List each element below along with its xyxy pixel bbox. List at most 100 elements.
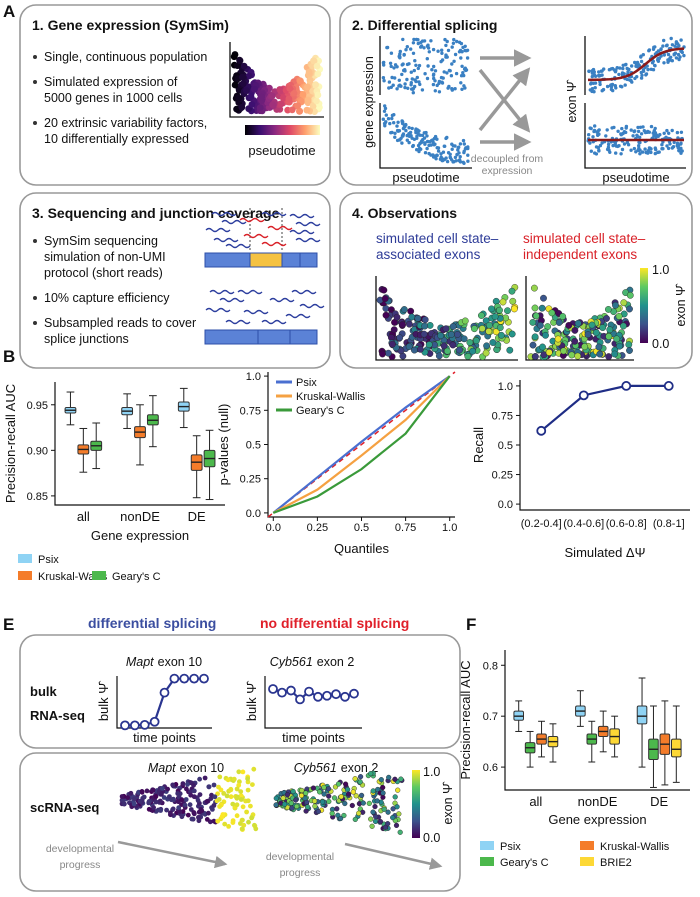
decorative-dot — [382, 109, 387, 114]
decorative-dot — [249, 815, 255, 821]
decorative-dot — [504, 307, 511, 315]
decorative-dot — [461, 138, 466, 143]
decorative-dot — [606, 142, 611, 147]
decorative-dot — [670, 146, 674, 150]
decorative-dot — [405, 138, 409, 142]
decorative-dot — [290, 788, 296, 795]
decorative-dot — [434, 157, 438, 161]
bullet-text: Single, continuous population — [44, 50, 207, 64]
y-axis-label: p-values (null) — [216, 404, 231, 486]
decorative-dot — [548, 309, 556, 317]
y-axis-label: Precision-recall AUC — [3, 384, 18, 503]
decorative-dot — [612, 68, 617, 72]
legend-label: Kruskal-Wallis — [38, 571, 108, 583]
decorative-dot — [335, 781, 342, 787]
data-line — [272, 375, 451, 514]
decorative-dot — [392, 121, 396, 125]
decorative-dot — [451, 144, 455, 148]
decorative-dot — [415, 128, 420, 132]
decorative-dot — [164, 807, 170, 813]
decorative-dot — [179, 814, 185, 820]
decorative-dot — [672, 53, 676, 57]
decorative-dot — [422, 39, 427, 43]
decorative-dot — [403, 125, 407, 129]
decorative-dot — [433, 89, 437, 93]
decorative-dot — [435, 153, 439, 157]
decorative-dot — [574, 319, 582, 327]
decorative-dot — [641, 125, 645, 129]
decorative-dot — [665, 144, 669, 148]
decorative-dot — [610, 126, 614, 130]
data-point — [331, 689, 341, 700]
decorative-dot — [625, 341, 633, 348]
decorative-dot — [458, 142, 463, 146]
decorative-dot — [624, 130, 628, 135]
read — [213, 237, 239, 243]
decorative-dot — [233, 105, 241, 113]
decorative-dot — [405, 77, 409, 82]
decorative-dot — [388, 121, 392, 126]
decorative-dot — [646, 129, 650, 134]
decorative-dot — [304, 97, 312, 104]
decorative-dot — [400, 72, 404, 77]
decorative-dot — [496, 324, 504, 331]
decorative-dot — [381, 295, 389, 302]
decorative-dot — [353, 793, 359, 799]
decorative-dot — [131, 801, 137, 807]
decorative-dot — [425, 146, 429, 151]
decorative-dot — [236, 57, 244, 65]
decorative-dot — [499, 298, 507, 306]
decorative-dot — [398, 52, 402, 56]
decorative-dot — [398, 776, 404, 782]
panel-box — [19, 634, 461, 749]
decorative-dot — [605, 84, 610, 89]
decorative-dot — [414, 314, 422, 322]
decorative-dot — [412, 68, 416, 73]
decorative-dot — [277, 100, 285, 108]
decorative-dot — [639, 132, 644, 136]
decorative-dot — [448, 69, 452, 73]
decorative-dot — [455, 152, 459, 157]
data-point — [199, 673, 209, 684]
decorative-dot — [425, 57, 429, 61]
decorative-dot — [529, 341, 537, 349]
decorative-dot — [352, 816, 358, 823]
decorative-dot — [153, 794, 159, 799]
legend-label: Geary's C — [112, 571, 161, 583]
decorative-dot — [385, 809, 391, 815]
decorative-dot — [413, 78, 417, 82]
decorative-dot — [370, 788, 376, 794]
decorative-dot — [411, 91, 415, 95]
axis-frame — [584, 36, 686, 169]
decorative-dot — [617, 72, 621, 77]
decorative-dot — [682, 53, 686, 58]
decorative-dot — [620, 299, 628, 307]
decorative-dot — [120, 797, 126, 803]
decorative-dot — [370, 809, 376, 815]
decorative-dot — [182, 802, 188, 808]
decorative-dot — [141, 794, 147, 800]
decorative-dot — [453, 331, 461, 338]
read — [221, 219, 247, 225]
decorative-dot — [296, 108, 303, 115]
decorative-dot — [250, 782, 255, 787]
decorative-dot — [237, 779, 242, 785]
decorative-dot — [294, 803, 300, 810]
decorative-dot — [423, 151, 428, 155]
decorative-dot — [387, 80, 392, 84]
decorative-dot — [497, 331, 505, 339]
decorative-dot — [415, 134, 419, 138]
decorative-dot — [407, 62, 411, 66]
decorative-dot — [612, 301, 619, 309]
decorative-dot — [211, 818, 217, 824]
x-tick-label: 0.0 — [266, 522, 281, 534]
decorative-dot — [589, 81, 593, 85]
decorative-dot — [613, 143, 617, 147]
decorative-dot — [408, 313, 416, 321]
decorative-dot — [128, 790, 134, 796]
decorative-dot — [532, 353, 539, 360]
x-tick-label: 0.5 — [354, 522, 369, 534]
decorative-dot — [400, 63, 404, 67]
decorative-dot — [604, 134, 608, 138]
decorative-dot — [191, 810, 197, 815]
